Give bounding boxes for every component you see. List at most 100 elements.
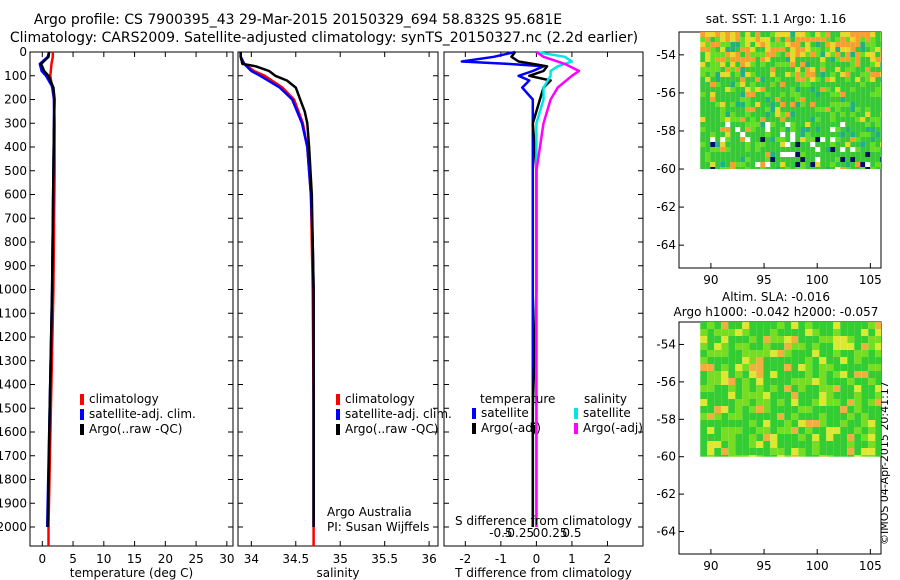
sst_map-cell xyxy=(795,127,801,132)
sst_map-cell xyxy=(835,107,841,112)
sst_map-cell xyxy=(835,97,841,102)
sst_map-cell xyxy=(850,167,856,170)
sla_map-cell xyxy=(875,455,881,457)
sst_map-cell xyxy=(765,77,771,82)
sst_map-cell xyxy=(835,152,841,157)
sla_map-cell xyxy=(791,329,799,336)
sla_map-cell xyxy=(707,350,715,357)
sla_map-cell xyxy=(812,420,820,427)
difference-xtick-label: 1 xyxy=(568,552,576,566)
sst_map-cell xyxy=(795,92,801,97)
sst_map-cell xyxy=(700,142,706,147)
sst_map-cell xyxy=(775,87,781,92)
sst_map-cell xyxy=(790,162,796,167)
sla_map-cell xyxy=(742,441,750,448)
sla_map-cell xyxy=(742,448,750,455)
sst_map-cell xyxy=(765,67,771,72)
sst_map-cell xyxy=(735,152,741,157)
sst_map-cell xyxy=(820,77,826,82)
sla_map-cell xyxy=(700,420,708,427)
sst_map-cell xyxy=(820,52,826,57)
sla_map-cell xyxy=(798,399,806,406)
sla_map-cell xyxy=(854,343,862,350)
sla_map-cell xyxy=(861,427,869,434)
sla_map-cell xyxy=(735,343,743,350)
sst_map-cell xyxy=(765,167,771,170)
sla_map-cell xyxy=(861,364,869,371)
sla_map-cell xyxy=(854,357,862,364)
sst_map-cell xyxy=(825,32,831,37)
sla_map-cell xyxy=(714,399,722,406)
sst_map-cell xyxy=(830,57,836,62)
sla_map-cell xyxy=(805,406,813,413)
sla_map-cell xyxy=(707,329,715,336)
sla_map-cell xyxy=(798,329,806,336)
sst_map-cell xyxy=(815,117,821,122)
sst_map-cell xyxy=(705,122,711,127)
sst_map-cell xyxy=(850,112,856,117)
sla_map-cell xyxy=(812,343,820,350)
sst_map-cell xyxy=(735,77,741,82)
sla_map-cell xyxy=(784,357,792,364)
sst_map-cell xyxy=(840,82,846,87)
sst_map-cell xyxy=(780,92,786,97)
sla_map-ytick-label: -56 xyxy=(656,375,676,389)
sst_map-cell xyxy=(805,142,811,147)
sst_map-cell xyxy=(745,42,751,47)
sla_map-cell xyxy=(840,329,848,336)
sst_map-cell xyxy=(750,137,756,142)
sst_map-cell xyxy=(710,122,716,127)
sst_map-cell xyxy=(790,87,796,92)
depth-tick-label: 1600 xyxy=(0,425,27,439)
sst_map-cell xyxy=(775,107,781,112)
sla_map-cell xyxy=(819,420,827,427)
sla_map-cell xyxy=(735,455,743,457)
sla_map-cell xyxy=(833,336,841,343)
sst_map-cell xyxy=(840,87,846,92)
sla_map-cell xyxy=(763,434,771,441)
sla_map-cell xyxy=(798,322,806,329)
sst_map-cell xyxy=(715,52,721,57)
sst_map-cell xyxy=(790,152,796,157)
sst_map-cell xyxy=(795,162,801,167)
sst_map-cell xyxy=(735,32,741,37)
sla_map-cell xyxy=(784,434,792,441)
sla_map-cell xyxy=(777,378,785,385)
sst_map-cell xyxy=(725,127,731,132)
sst_map-cell xyxy=(765,72,771,77)
sst_map-cell xyxy=(840,117,846,122)
sst_map-cell xyxy=(840,47,846,52)
sla_map-cell xyxy=(721,350,729,357)
sst_map-cell xyxy=(730,97,736,102)
sla_map-cell xyxy=(742,343,750,350)
sst_map-cell xyxy=(875,47,881,52)
sst_map-cell xyxy=(735,102,741,107)
sst_map-cell xyxy=(820,162,826,167)
sst_map-cell xyxy=(760,152,766,157)
sst_map-cell xyxy=(880,122,881,127)
sst_map-cell xyxy=(700,82,706,87)
sst_map-cell xyxy=(805,107,811,112)
sst_map-cell xyxy=(805,82,811,87)
sst_map-cell xyxy=(755,37,761,42)
sst_map-cell xyxy=(715,67,721,72)
sst_map-cell xyxy=(755,122,761,127)
sst_map-cell xyxy=(805,72,811,77)
sla_map-cell xyxy=(749,406,757,413)
sst_map-cell xyxy=(875,152,881,157)
sst_map-cell xyxy=(750,107,756,112)
sla_map-cell xyxy=(847,350,855,357)
sst_map-cell xyxy=(780,107,786,112)
sst_map-cell xyxy=(705,117,711,122)
sst_map-cell xyxy=(755,132,761,137)
sst_map-cell xyxy=(715,72,721,77)
sla_map-cell xyxy=(763,399,771,406)
sla_map-cell xyxy=(847,406,855,413)
sst_map-cell xyxy=(840,37,846,42)
sst_map-cell xyxy=(720,132,726,137)
sst_map-cell xyxy=(855,102,861,107)
sst_map-cell xyxy=(730,32,736,37)
sst_map-cell xyxy=(725,112,731,117)
sla_map-cell xyxy=(812,413,820,420)
sla_map-cell xyxy=(749,385,757,392)
